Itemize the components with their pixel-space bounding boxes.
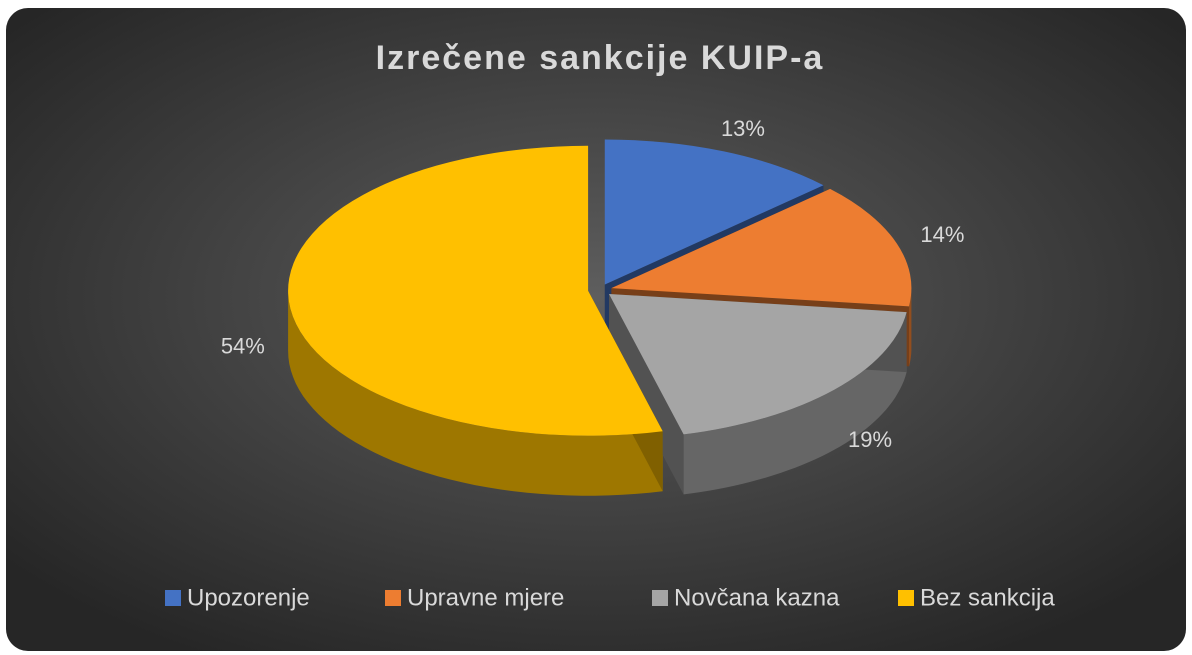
slice-cut	[609, 293, 684, 495]
slice	[611, 188, 912, 307]
legend-label: Bez sankcija	[920, 584, 1055, 611]
legend-swatch	[898, 590, 914, 606]
legend: Upozorenje Upravne mjere Novčana kazna Bez …	[165, 584, 1055, 611]
legend-label: Novčana kazna	[674, 584, 840, 611]
slice	[609, 293, 907, 435]
legend-label: Upozorenje	[187, 584, 310, 611]
legend-label: Upravne mjere	[407, 584, 564, 611]
chart-title: Izrečene sankcije KUIP-a	[376, 39, 825, 77]
slice-side	[909, 288, 912, 367]
pie	[288, 139, 912, 496]
legend-swatch	[385, 590, 401, 606]
slice	[288, 145, 663, 436]
data-labels: 13% 14% 19% 54%	[221, 116, 965, 452]
data-label: 13%	[721, 116, 765, 141]
data-label: 14%	[920, 222, 964, 247]
data-label: 19%	[848, 427, 892, 452]
slice-side	[288, 290, 663, 496]
legend-swatch	[165, 590, 181, 606]
data-label: 54%	[221, 334, 265, 359]
legend-swatch	[652, 590, 668, 606]
slice	[604, 139, 824, 285]
slice-side	[683, 312, 907, 495]
